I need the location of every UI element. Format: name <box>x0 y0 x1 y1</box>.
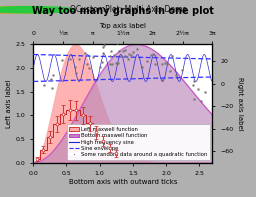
Circle shape <box>0 7 65 13</box>
Point <box>72 66 77 69</box>
Point <box>153 62 157 66</box>
Y-axis label: Right axis label: Right axis label <box>237 77 243 130</box>
X-axis label: Top axis label: Top axis label <box>99 23 146 29</box>
Point <box>163 61 167 64</box>
Point <box>112 53 116 56</box>
Point <box>109 50 113 53</box>
Legend: Left maxwell function, Bottom maxwell function, High frequency sine, Sine envelo: Left maxwell function, Bottom maxwell fu… <box>67 124 210 160</box>
Point <box>114 41 119 44</box>
Point <box>160 62 164 65</box>
Point <box>135 48 139 51</box>
Point <box>60 59 65 62</box>
Text: QCustomPlot: Multi Axis Demo: QCustomPlot: Multi Axis Demo <box>69 5 187 14</box>
Point <box>168 69 172 72</box>
Point <box>114 62 119 65</box>
Point <box>180 69 184 72</box>
Point <box>49 77 53 80</box>
Point <box>42 84 46 87</box>
Point <box>119 55 123 58</box>
Point <box>192 80 196 83</box>
X-axis label: Bottom axis with outward ticks: Bottom axis with outward ticks <box>69 179 177 185</box>
Title: Way too many graphs in one plot: Way too many graphs in one plot <box>32 6 214 16</box>
Point <box>108 63 112 66</box>
Circle shape <box>0 7 74 13</box>
Point <box>170 54 174 57</box>
Point <box>77 57 81 60</box>
Point <box>121 50 125 53</box>
Point <box>108 54 112 57</box>
Point <box>74 72 78 75</box>
Point <box>101 51 105 55</box>
Point <box>199 99 203 102</box>
Point <box>102 44 106 47</box>
Circle shape <box>0 7 56 13</box>
Point <box>159 78 164 82</box>
Point <box>51 73 55 76</box>
Point <box>98 65 102 68</box>
Point <box>126 58 131 61</box>
Point <box>129 54 133 57</box>
Point <box>174 74 178 77</box>
Point <box>117 50 121 53</box>
Point <box>165 63 169 66</box>
Point <box>145 60 149 63</box>
Point <box>151 52 155 55</box>
Point <box>87 66 91 69</box>
Y-axis label: Left axis label: Left axis label <box>6 79 12 128</box>
Point <box>50 86 54 89</box>
Point <box>84 62 89 66</box>
Point <box>83 51 87 54</box>
Point <box>115 61 120 65</box>
Point <box>122 55 126 58</box>
Point <box>126 52 131 55</box>
Point <box>91 56 95 59</box>
Point <box>110 62 114 65</box>
Point <box>123 49 127 52</box>
Point <box>68 57 72 60</box>
Point <box>131 51 135 54</box>
Point <box>149 53 153 56</box>
Point <box>101 46 105 49</box>
Point <box>196 88 200 91</box>
Point <box>140 65 144 68</box>
Point <box>100 60 104 64</box>
Point <box>192 98 196 101</box>
Point <box>203 90 207 93</box>
Point <box>191 84 195 87</box>
